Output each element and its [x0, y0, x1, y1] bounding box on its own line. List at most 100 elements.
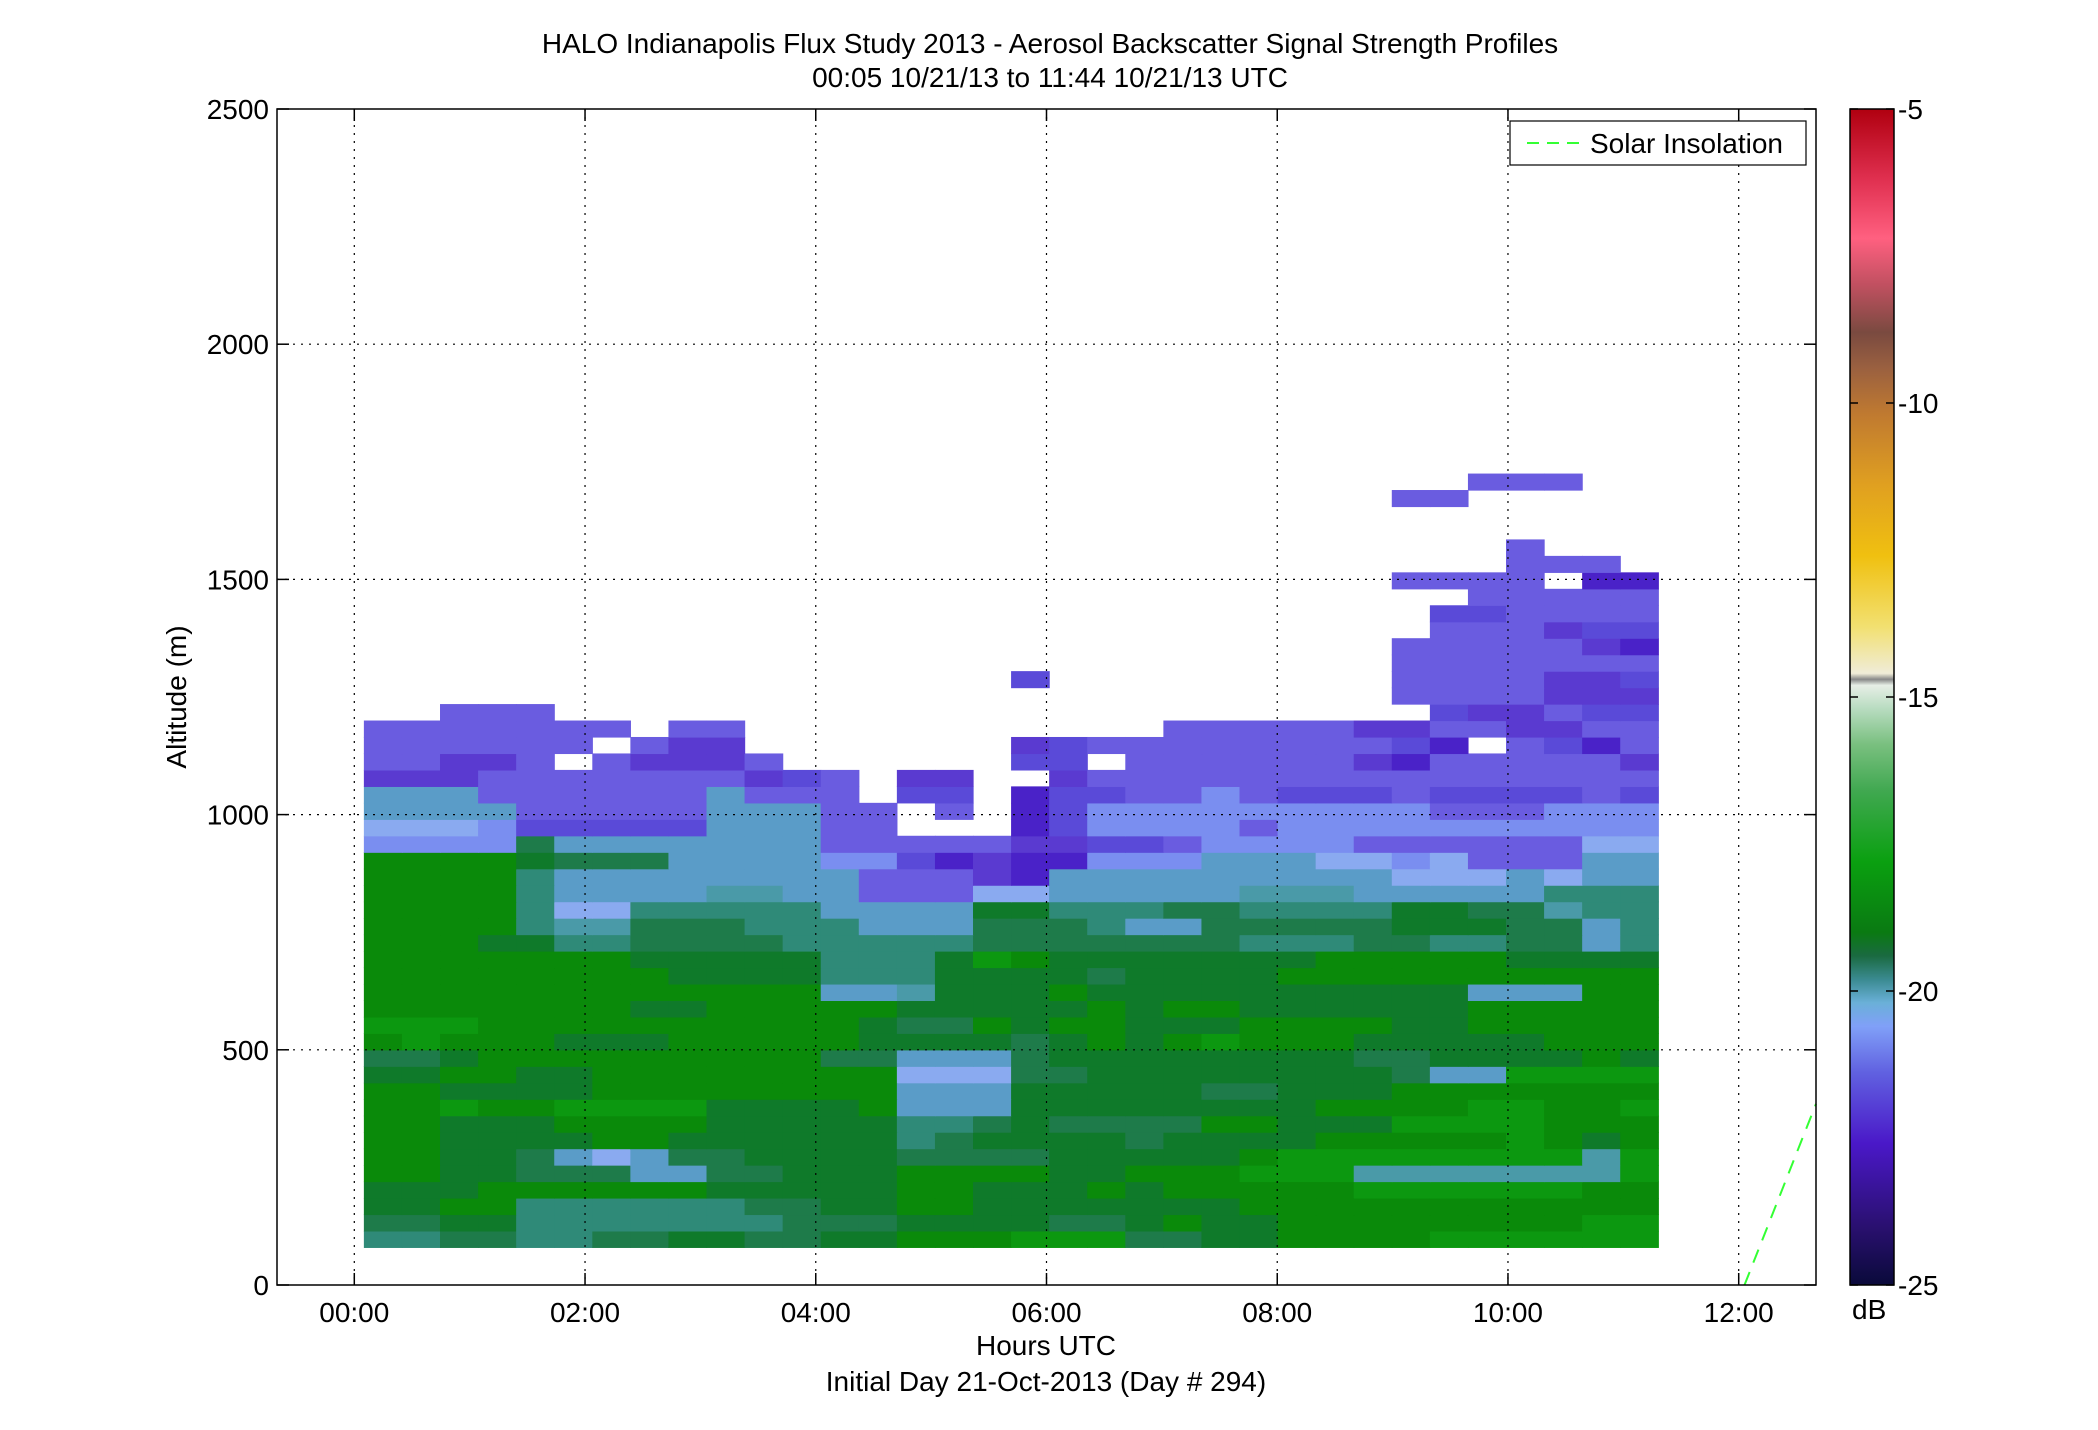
heatmap-cell — [1429, 918, 1469, 936]
heatmap-cell — [1506, 1115, 1545, 1133]
heatmap-cell — [1620, 802, 1659, 820]
heatmap-cell — [363, 951, 403, 969]
heatmap-cell — [1163, 786, 1203, 804]
heatmap-cell — [1391, 1214, 1431, 1232]
heatmap-cell — [401, 885, 441, 903]
heatmap-cell — [1429, 1214, 1469, 1232]
heatmap-cell — [782, 1132, 822, 1150]
heatmap-cell — [706, 951, 746, 969]
heatmap-cell — [744, 1148, 784, 1166]
heatmap-cell — [1087, 918, 1126, 936]
heatmap-cell — [478, 1115, 517, 1133]
heatmap-cell — [973, 1033, 1012, 1051]
heatmap-cell — [1544, 885, 1583, 903]
heatmap-cell — [973, 983, 1012, 1001]
heatmap-cell — [744, 1230, 784, 1248]
heatmap-cell — [401, 951, 441, 969]
heatmap-cell — [554, 802, 593, 820]
heatmap-cell — [744, 819, 784, 837]
heatmap-cell — [1239, 868, 1279, 886]
heatmap-cell — [1049, 1082, 1088, 1100]
heatmap-cell — [934, 1214, 974, 1232]
heatmap-cell — [1049, 934, 1088, 952]
heatmap-cell — [1049, 1132, 1088, 1150]
heatmap-cell — [1429, 687, 1469, 705]
heatmap-cell — [934, 951, 974, 969]
heatmap-cell — [630, 1197, 670, 1216]
heatmap-cell — [516, 1049, 555, 1067]
heatmap-cell — [896, 1214, 936, 1232]
x-tick-label: 04:00 — [781, 1297, 851, 1328]
heatmap-cell — [1125, 1214, 1164, 1232]
heatmap-cell — [1125, 1066, 1164, 1084]
heatmap-cell — [896, 1181, 936, 1199]
heatmap-cell — [516, 786, 555, 804]
heatmap-cell — [1582, 1165, 1621, 1183]
heatmap-cell — [1011, 983, 1050, 1001]
heatmap-cell — [630, 1033, 670, 1051]
heatmap-cell — [706, 1049, 746, 1067]
heatmap-cell — [1620, 1197, 1659, 1216]
heatmap-cell — [1544, 852, 1583, 870]
heatmap-cell — [1087, 1132, 1126, 1150]
heatmap-cell — [1467, 654, 1507, 672]
heatmap-cell — [782, 1099, 822, 1117]
heatmap-cell — [1353, 1033, 1393, 1051]
heatmap-cell — [1429, 1033, 1469, 1051]
heatmap-cell — [896, 1197, 936, 1216]
heatmap-cell — [1620, 736, 1659, 755]
heatmap-cell — [1049, 1033, 1088, 1051]
heatmap-cell — [592, 885, 631, 903]
heatmap-cell — [858, 934, 898, 952]
heatmap-cell — [363, 1049, 403, 1067]
heatmap-cell — [1315, 753, 1355, 771]
heatmap-cell — [1582, 654, 1621, 672]
heatmap-cell — [896, 1099, 936, 1117]
heatmap-cell — [1163, 736, 1203, 755]
heatmap-cell — [1353, 852, 1393, 870]
heatmap-cell — [1544, 473, 1583, 491]
heatmap-cell — [1049, 1214, 1088, 1232]
heatmap-cell — [934, 1197, 974, 1216]
heatmap-cell — [1163, 934, 1203, 952]
heatmap-cell — [1239, 819, 1279, 837]
heatmap-cell — [668, 1016, 708, 1034]
heatmap-cell — [1163, 1197, 1203, 1216]
heatmap-cell — [592, 769, 631, 787]
heatmap-cell — [1353, 1115, 1393, 1133]
heatmap-cell — [1125, 1132, 1164, 1150]
heatmap-cell — [1239, 1099, 1279, 1117]
heatmap-cell — [1163, 1165, 1203, 1183]
heatmap-cell — [1353, 1049, 1393, 1067]
heatmap-cell — [820, 1082, 860, 1100]
heatmap-cell — [668, 1033, 708, 1051]
heatmap-cell — [1353, 1099, 1393, 1117]
heatmap-cell — [1011, 1148, 1050, 1166]
heatmap-cell — [1277, 736, 1317, 755]
heatmap-cell — [973, 1066, 1012, 1084]
heatmap-cell — [1582, 1197, 1621, 1216]
heatmap-cell — [1506, 654, 1545, 672]
heatmap-cell — [896, 1165, 936, 1183]
heatmap-cell — [1087, 786, 1126, 804]
heatmap-cell — [440, 1132, 479, 1150]
heatmap-cell — [1277, 885, 1317, 903]
heatmap-cell — [1201, 819, 1241, 837]
heatmap-cell — [1620, 720, 1659, 738]
heatmap-cell — [1544, 638, 1583, 656]
heatmap-cell — [1544, 951, 1583, 969]
heatmap-cell — [1125, 934, 1164, 952]
heatmap-cell — [1353, 1181, 1393, 1199]
heatmap-cell — [1391, 1115, 1431, 1133]
heatmap-cell — [1429, 769, 1469, 787]
heatmap-cell — [1429, 786, 1469, 804]
heatmap-cell — [1277, 1000, 1317, 1018]
heatmap-cell — [478, 1197, 517, 1216]
heatmap-cell — [554, 1082, 593, 1100]
heatmap-cell — [1353, 901, 1393, 919]
heatmap-cell — [1467, 753, 1507, 771]
heatmap-cell — [1315, 736, 1355, 755]
heatmap-cell — [1049, 983, 1088, 1001]
heatmap-cell — [401, 819, 441, 837]
heatmap-cell — [1429, 819, 1469, 837]
